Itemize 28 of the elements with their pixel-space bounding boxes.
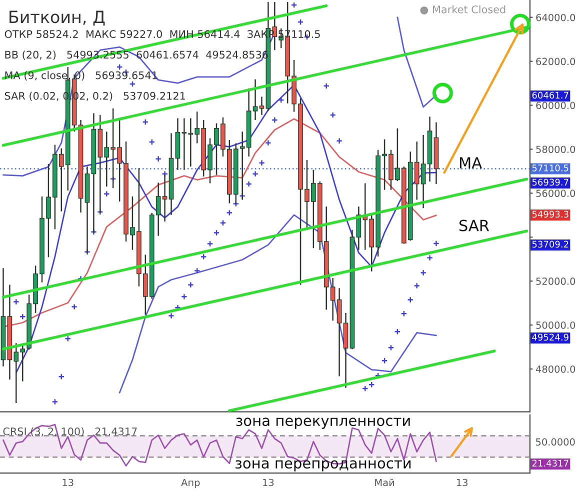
annotation: MA: [460, 157, 482, 168]
annotation: зона перепроданности: [236, 460, 411, 472]
text: 53709.2: [532, 240, 568, 248]
x-tick-label: 13: [263, 478, 274, 486]
text: 21.4317: [532, 460, 568, 467]
text: Биткоин, Д: [10, 10, 105, 26]
text: 49524.9: [532, 334, 568, 341]
y-tick-label: 58000.0: [536, 146, 576, 154]
y-tick-label: 62000.0: [536, 58, 576, 66]
y-tick-label: 64000.0: [536, 14, 576, 22]
y-tick-label: 60000.0: [536, 102, 576, 110]
text: 60461.7: [532, 92, 568, 99]
x-tick-label: 13: [62, 478, 74, 486]
y-tick-label: 48000.0: [536, 365, 576, 373]
annotation: SAR: [459, 220, 490, 232]
text: 54993.3: [532, 210, 568, 218]
text: 50.0000: [536, 438, 575, 446]
y-tick-label: 56000.0: [536, 190, 576, 198]
x-tick-label: Май: [375, 478, 394, 486]
annotation: зона перекупленности: [236, 418, 410, 429]
x-tick-label: Апр: [181, 478, 200, 488]
text: 56939.7: [532, 178, 568, 186]
y-tick-label: 50000.0: [536, 322, 576, 329]
annotation: ● Market Closed: [420, 5, 506, 14]
annotation: CRSI (3, 2, 100) 21.4317: [3, 427, 137, 437]
y-tick-label: 52000.0: [536, 278, 576, 285]
x-tick-label: 13: [456, 478, 468, 486]
ref-line-label: 57110.5: [532, 164, 568, 172]
